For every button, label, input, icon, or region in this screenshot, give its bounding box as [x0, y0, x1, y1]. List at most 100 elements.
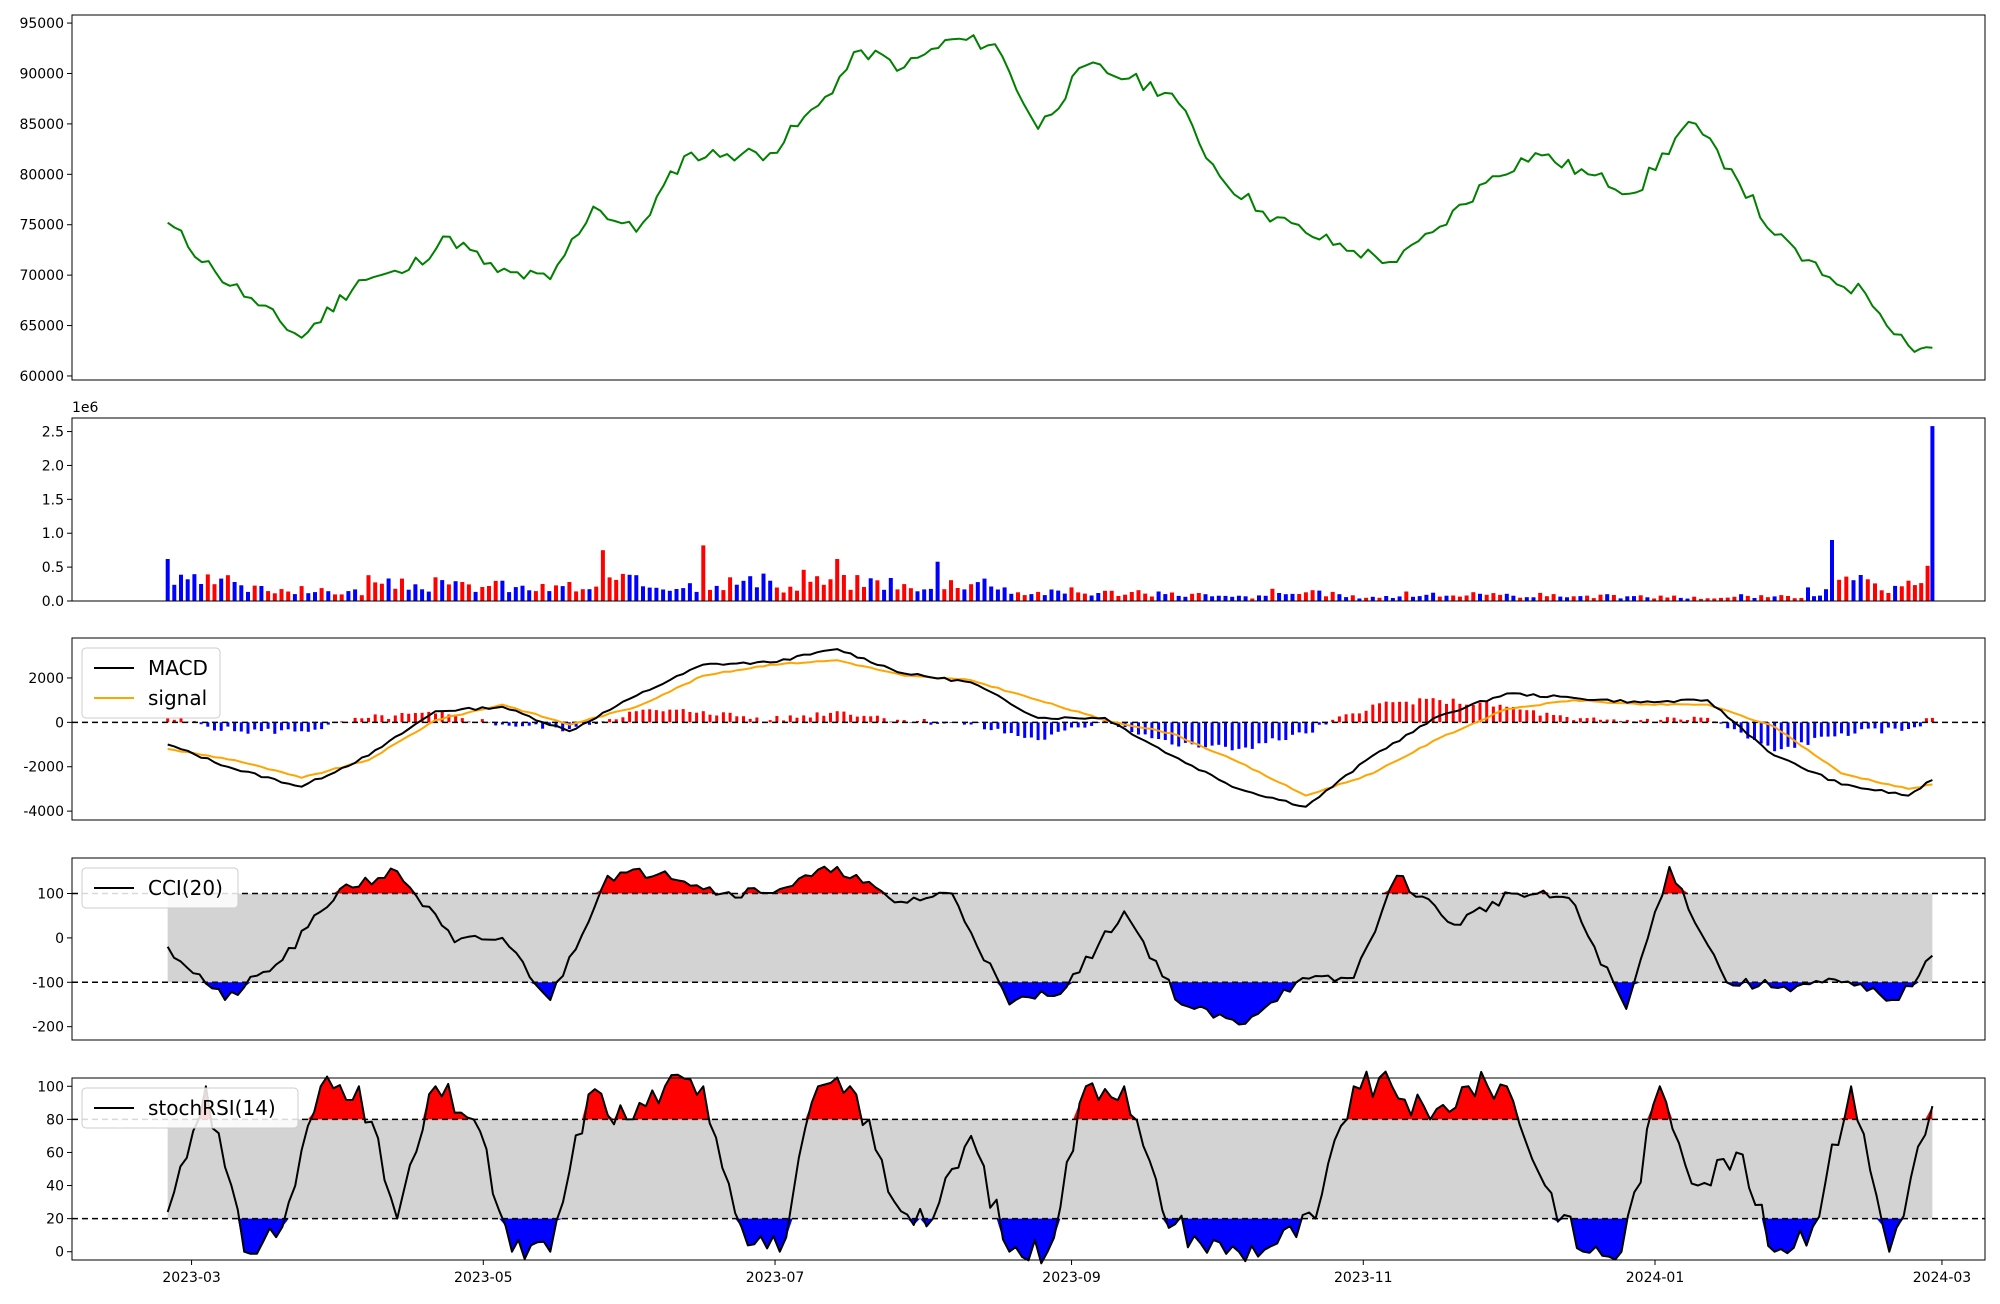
volume-bar: [1824, 589, 1828, 601]
y-tick-label: 0.5: [42, 560, 64, 576]
volume-bar: [494, 581, 498, 601]
neutral-band: [168, 1119, 1933, 1218]
y-tick-label: 65000: [19, 319, 64, 335]
macd-histogram-bar: [1840, 722, 1843, 733]
macd-histogram-bar: [802, 715, 805, 722]
macd-histogram-bar: [1304, 722, 1307, 733]
macd-histogram-bar: [1519, 710, 1522, 723]
volume-bar: [1665, 598, 1669, 602]
volume-bar: [721, 590, 725, 601]
volume-bar: [1498, 595, 1502, 601]
volume-bar: [628, 575, 632, 601]
macd-histogram-bar: [1539, 716, 1542, 723]
volume-bar: [869, 578, 873, 601]
volume-bar: [1900, 586, 1904, 601]
volume-bar: [1217, 596, 1221, 601]
volume-bar: [1438, 597, 1442, 601]
y-tick-label: 0: [55, 1245, 64, 1261]
macd-histogram-bar: [267, 722, 270, 729]
macd-histogram-bar: [829, 713, 832, 723]
volume-bar: [1270, 589, 1274, 601]
y-tick-label: 75000: [19, 218, 64, 234]
volume-bar: [346, 591, 350, 601]
volume-bar: [916, 591, 920, 601]
macd-histogram-bar: [1659, 720, 1662, 722]
macd-histogram-bar: [702, 711, 705, 722]
macd-histogram-bar: [1338, 716, 1341, 722]
macd-histogram-bar: [260, 722, 263, 731]
volume-bar: [1257, 595, 1261, 601]
volume-bar: [1886, 593, 1890, 601]
macd-histogram-bar: [863, 716, 866, 722]
volume-bar: [1183, 597, 1187, 601]
axes-frame-2: [72, 638, 1985, 820]
macd-histogram-bar: [1566, 717, 1569, 722]
volume-bar: [989, 587, 993, 602]
volume-bar: [1304, 592, 1308, 601]
x-tick-label: 2023-03: [162, 1270, 221, 1286]
volume-bar: [266, 591, 270, 601]
macd-histogram-bar: [1264, 722, 1267, 743]
volume-bar: [849, 590, 853, 601]
axes-layer: 6000065000700007500080000850009000095000…: [19, 15, 1985, 1286]
volume-bar: [1632, 596, 1636, 601]
volume-bar: [427, 592, 431, 601]
volume-bar: [440, 580, 444, 601]
y-tick-label: 90000: [19, 66, 64, 82]
volume-bar: [1659, 596, 1663, 601]
volume-bar: [541, 584, 545, 601]
macd-histogram-bar: [1847, 722, 1850, 736]
volume-bar: [1893, 586, 1897, 601]
macd-histogram-bar: [1907, 722, 1910, 729]
macd-histogram-bar: [1251, 722, 1254, 749]
volume-bar: [1036, 592, 1040, 601]
macd-histogram-bar: [996, 722, 999, 729]
volume-bar: [393, 589, 397, 601]
volume-bar: [534, 591, 538, 601]
macd-histogram-bar: [233, 722, 236, 731]
volume-bar: [1130, 592, 1134, 601]
volume-bar: [882, 590, 886, 601]
volume-bar: [219, 579, 223, 601]
volume-bar: [594, 587, 598, 601]
volume-bar: [1538, 593, 1542, 601]
volume-bar: [1264, 596, 1268, 601]
volume-bar: [701, 545, 705, 601]
volume-bar: [1605, 594, 1609, 601]
volume-bar: [1746, 596, 1750, 601]
volume-bar: [708, 590, 712, 601]
y-tick-label: 1.5: [42, 492, 64, 508]
volume-bar: [862, 587, 866, 601]
volume-bar: [554, 585, 558, 601]
volume-bar: [588, 589, 592, 601]
macd-histogram-bar: [1358, 713, 1361, 722]
volume-bar: [172, 585, 176, 601]
macd-histogram-bar: [722, 712, 725, 722]
macd-histogram-bar: [401, 713, 404, 722]
macd-histogram-bar: [1813, 722, 1816, 738]
macd-histogram-bar: [1345, 714, 1348, 722]
macd-histogram-bar: [909, 722, 912, 723]
volume-bar: [300, 586, 304, 601]
volume-bar: [574, 591, 578, 601]
macd-histogram-bar: [1418, 698, 1421, 722]
macd-histogram-bar: [695, 713, 698, 723]
macd-histogram-bar: [1371, 705, 1374, 723]
volume-bar: [1578, 596, 1582, 601]
volume-bar: [1431, 593, 1435, 601]
macd-histogram-bar: [1271, 722, 1274, 738]
volume-bar: [1726, 598, 1730, 601]
volume-bar: [835, 559, 839, 601]
volume-bar: [855, 575, 859, 601]
macd-histogram-bar: [628, 712, 631, 723]
volume-bar: [1866, 579, 1870, 601]
volume-bar: [313, 592, 317, 601]
volume-bar: [822, 585, 826, 601]
volume-bar: [1016, 592, 1020, 601]
macd-histogram-bar: [1833, 722, 1836, 736]
y-tick-label: 2000: [28, 671, 64, 687]
macd-histogram-bar: [1150, 722, 1153, 738]
volume-bar: [695, 592, 699, 601]
macd-histogram-bar: [749, 719, 752, 722]
